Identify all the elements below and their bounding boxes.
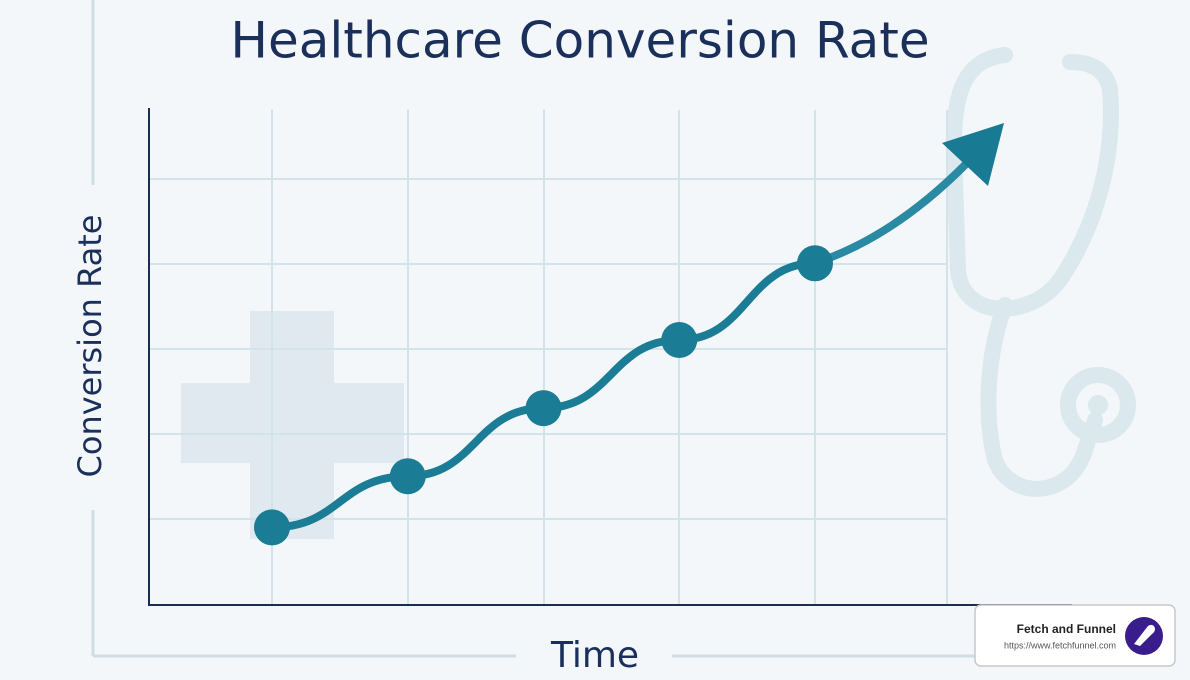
watermark-box — [974, 604, 1176, 667]
stethoscope-icon — [945, 47, 1136, 497]
plot — [254, 245, 833, 546]
y-axis-label: Conversion Rate — [71, 215, 109, 478]
point — [389, 458, 426, 495]
chart-title: Healthcare Conversion Rate — [230, 12, 929, 70]
trend-arrow-shaft — [811, 161, 969, 267]
watermark-name: Fetch and Funnel — [1017, 622, 1116, 636]
frame — [91, 0, 975, 658]
stethoscope-center — [1088, 395, 1108, 415]
point — [525, 390, 562, 427]
watermark: Fetch and Funnel https://www.fetchfunnel… — [974, 604, 1176, 667]
x-axis-label: Time — [550, 635, 639, 676]
point — [254, 509, 290, 546]
point — [797, 245, 833, 282]
trend-arrowhead — [942, 123, 1004, 186]
watermark-logo-mark — [1134, 624, 1155, 646]
watermark-url: https://www.fetchfunnel.com — [1004, 640, 1116, 650]
point — [661, 321, 698, 358]
